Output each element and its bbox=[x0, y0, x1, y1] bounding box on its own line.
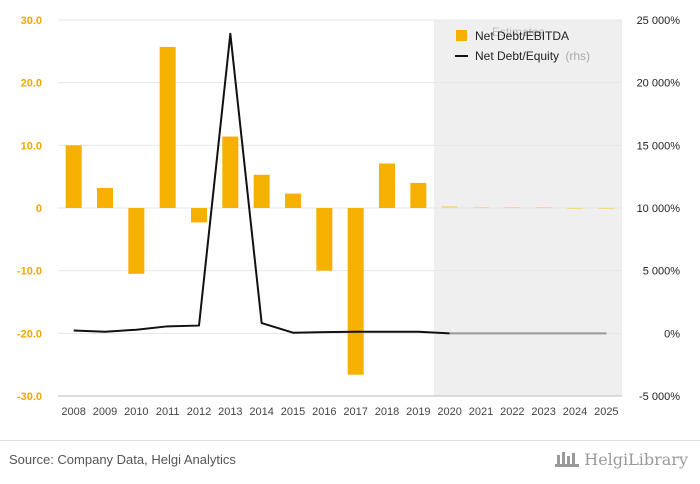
right-tick-label: 0% bbox=[664, 328, 680, 340]
left-tick-label: 0 bbox=[36, 203, 42, 215]
left-tick-label: 20.0 bbox=[21, 78, 42, 90]
bar bbox=[128, 208, 145, 274]
bar bbox=[504, 207, 521, 208]
x-tick-label: 2014 bbox=[249, 406, 273, 418]
bar bbox=[379, 163, 395, 208]
grid-lines bbox=[58, 19, 622, 397]
bar bbox=[473, 207, 489, 208]
bar bbox=[598, 208, 615, 209]
bar bbox=[347, 208, 364, 375]
x-tick-label: 2009 bbox=[93, 406, 117, 418]
x-tick-label: 2008 bbox=[61, 406, 85, 418]
legend: Net Debt/EBITDA Net Debt/Equity (rhs) bbox=[455, 29, 590, 63]
line-series bbox=[73, 32, 607, 335]
brand-logo: HelgiLibrary bbox=[554, 449, 688, 469]
source-text: Source: Company Data, Helgi Analytics bbox=[9, 452, 236, 467]
x-tick-label: 2021 bbox=[469, 406, 493, 418]
bar-series bbox=[65, 46, 615, 375]
bar bbox=[285, 193, 301, 208]
bar bbox=[222, 136, 239, 208]
x-tick-label: 2024 bbox=[563, 406, 587, 418]
right-axis: 25 000% 20 000% 15 000% 10 000% 5 000% 0% -5 0… bbox=[637, 15, 681, 403]
bar bbox=[253, 174, 270, 208]
right-tick-label: 10 000% bbox=[637, 203, 681, 215]
x-tick-label: 2025 bbox=[594, 406, 618, 418]
right-tick-label: -5 000% bbox=[639, 391, 680, 403]
right-tick-label: 20 000% bbox=[637, 78, 681, 90]
x-tick-label: 2015 bbox=[281, 406, 305, 418]
x-tick-label: 2013 bbox=[218, 406, 242, 418]
library-icon bbox=[555, 452, 580, 467]
left-tick-label: -30.0 bbox=[17, 391, 42, 403]
combo-chart: Estimates 30.0 20.0 10.0 0 -10.0 -20.0 -30.0 2… bbox=[17, 15, 681, 418]
legend-label-bar: Net Debt/EBITDA bbox=[475, 29, 569, 43]
right-tick-label: 5 000% bbox=[643, 266, 681, 278]
x-tick-label: 2011 bbox=[156, 406, 180, 418]
bar bbox=[441, 206, 458, 208]
bar bbox=[191, 208, 207, 223]
left-axis: 30.0 20.0 10.0 0 -10.0 -20.0 -30.0 bbox=[17, 15, 42, 403]
footer: Source: Company Data, Helgi Analytics He… bbox=[0, 440, 700, 484]
right-tick-label: 25 000% bbox=[637, 15, 681, 27]
legend-label-line: Net Debt/Equity (rhs) bbox=[475, 49, 590, 63]
bar bbox=[97, 187, 113, 208]
left-tick-label: 10.0 bbox=[21, 140, 42, 152]
left-tick-label: 30.0 bbox=[21, 15, 42, 27]
x-tick-label: 2018 bbox=[375, 406, 399, 418]
left-tick-label: -20.0 bbox=[17, 328, 42, 340]
x-tick-label: 2017 bbox=[343, 406, 367, 418]
line-historical bbox=[73, 32, 450, 335]
x-tick-label: 2016 bbox=[312, 406, 336, 418]
brand-name: HelgiLibrary bbox=[584, 449, 688, 469]
bar bbox=[410, 182, 427, 208]
bar bbox=[316, 208, 333, 271]
x-tick-label: 2023 bbox=[531, 406, 555, 418]
x-tick-label: 2012 bbox=[187, 406, 211, 418]
x-tick-label: 2010 bbox=[124, 406, 148, 418]
x-axis: 2008 2009 2010 2011 2012 2013 2014 2015 2016 2017… bbox=[61, 406, 618, 418]
x-tick-label: 2020 bbox=[437, 406, 461, 418]
right-tick-label: 15 000% bbox=[637, 140, 681, 152]
x-tick-label: 2019 bbox=[406, 406, 430, 418]
bar bbox=[159, 46, 176, 208]
bar bbox=[567, 208, 583, 209]
x-tick-label: 2022 bbox=[500, 406, 524, 418]
bar bbox=[65, 145, 82, 208]
left-tick-label: -10.0 bbox=[17, 266, 42, 278]
bar bbox=[535, 207, 552, 208]
estimates-label: Estimates bbox=[492, 25, 545, 39]
legend-swatch-bar bbox=[456, 30, 467, 41]
